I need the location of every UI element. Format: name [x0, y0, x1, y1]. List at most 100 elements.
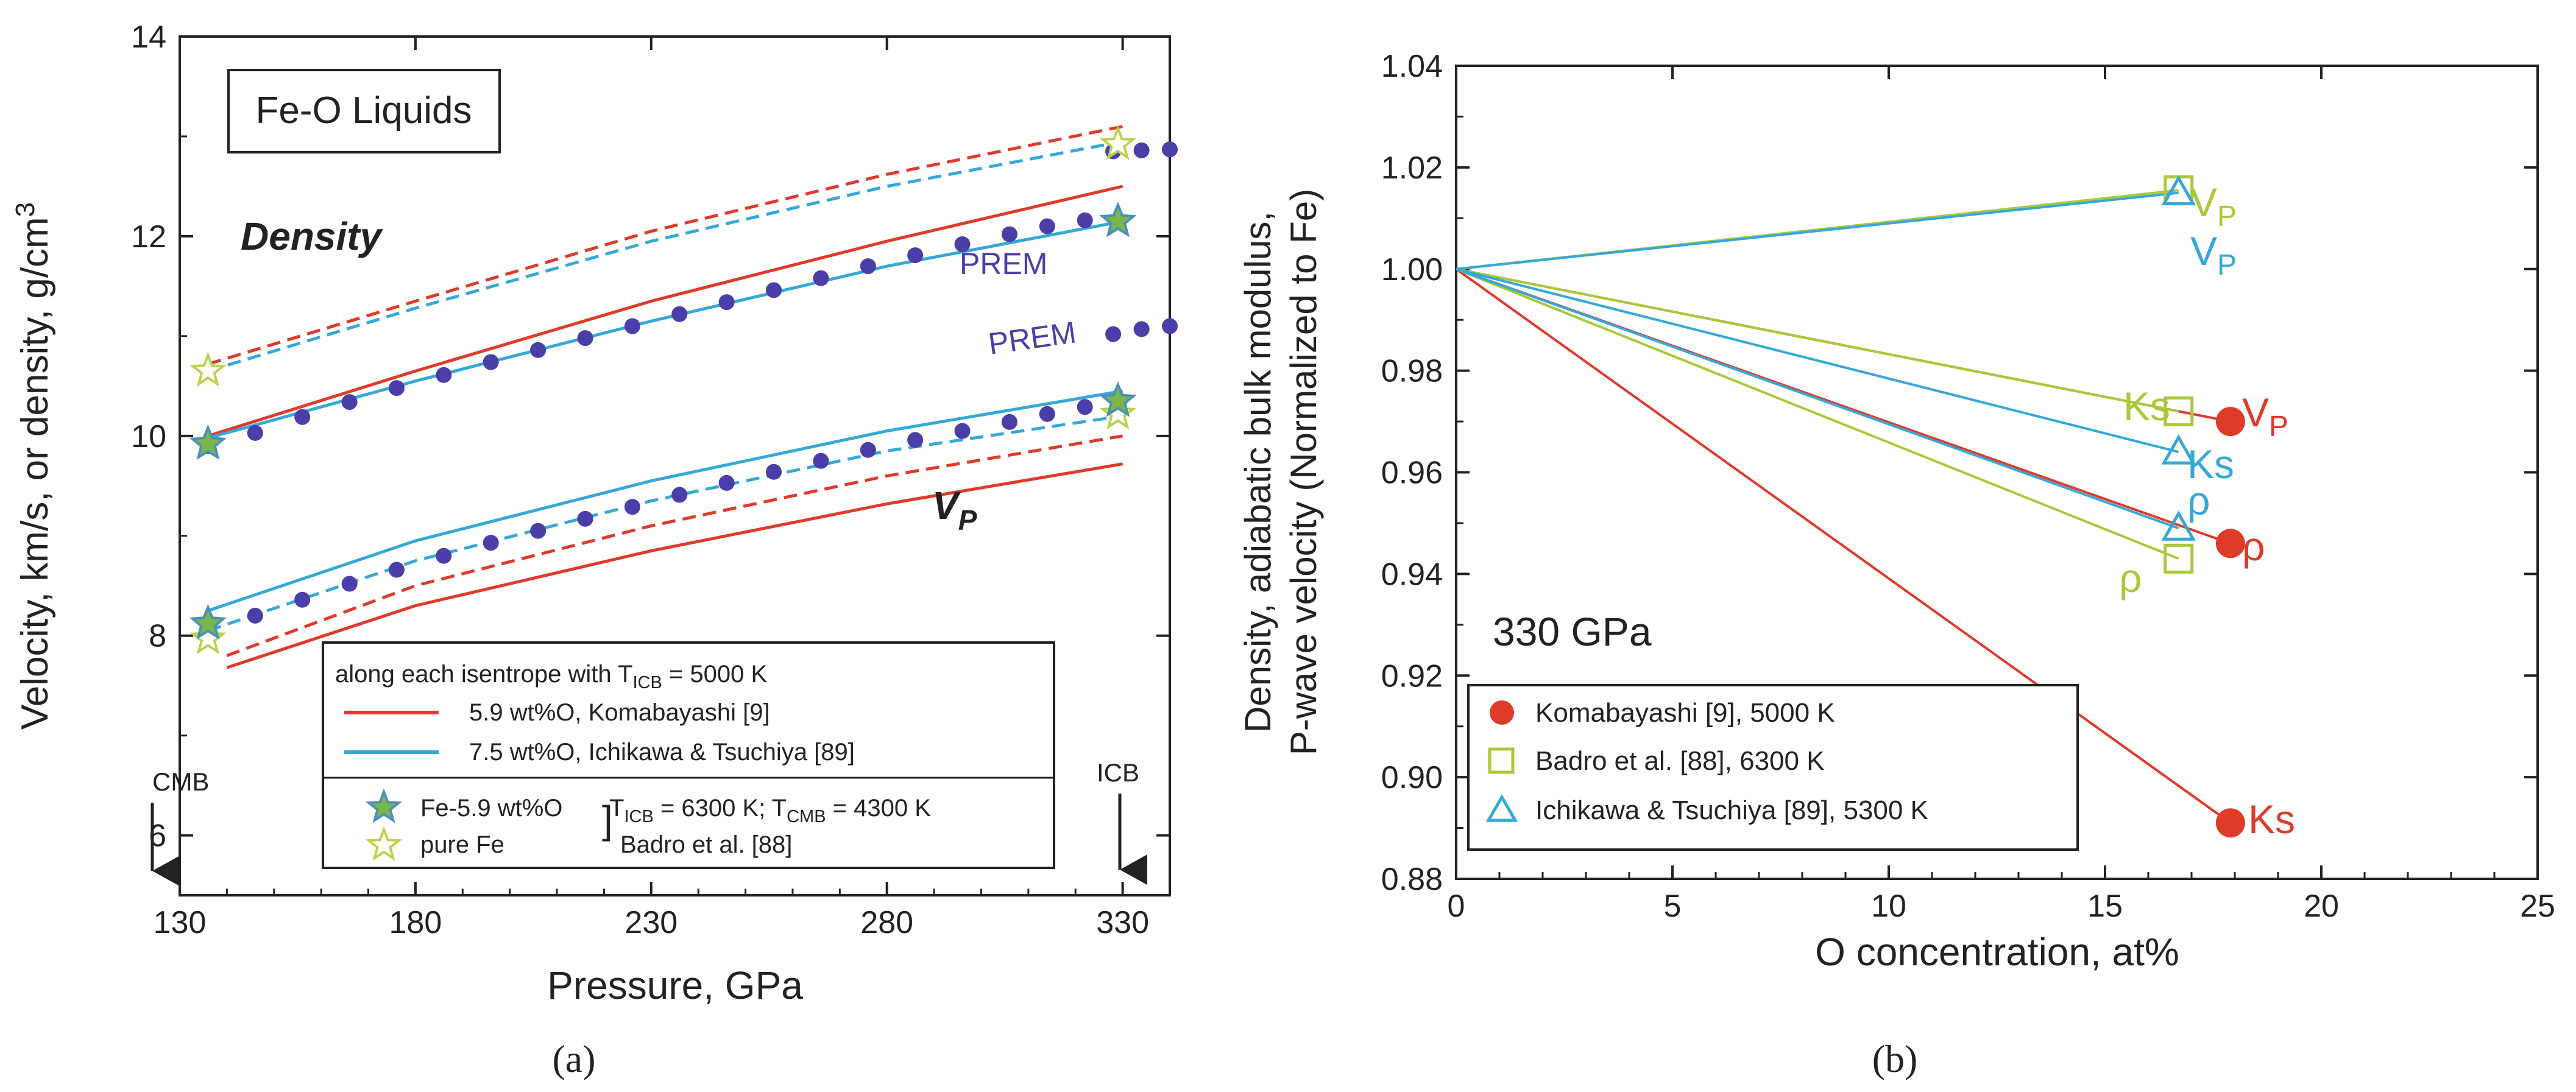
- legend-a-tsub2: CMB: [787, 807, 826, 826]
- prem-vp-dot: [1133, 142, 1150, 158]
- caption-b: (b): [1872, 1037, 1918, 1080]
- prem-density-dot: [954, 236, 971, 252]
- x-tick-label-b-1: 5: [1664, 889, 1682, 924]
- cmb-label: CMB: [152, 767, 209, 796]
- prem-density-dot: [1162, 318, 1178, 334]
- legend-a-ttail: = 4300 K: [826, 795, 932, 822]
- x-tick-label-a-4: 330: [1096, 905, 1149, 940]
- y-tick-label-b-2: 0.92: [1381, 658, 1443, 694]
- koma-vp-label-sub: P: [2269, 410, 2288, 443]
- prem-density-dot: [718, 294, 735, 311]
- y-axis-label-a-sup: 3: [10, 202, 40, 217]
- plot-frame-a: [179, 35, 1171, 896]
- vp-annotation-main: V: [932, 484, 961, 527]
- legend-b-circle-marker: [1490, 700, 1514, 725]
- y-tick-label-b-8: 1.04: [1381, 49, 1443, 84]
- x-axis-label-a: Pressure, GPa: [547, 963, 803, 1007]
- prem-density-dot: [530, 342, 547, 358]
- fe-5.9-star: [1099, 381, 1137, 417]
- pure-fe-star: [1099, 125, 1136, 160]
- legend-a-header-main: along each isentrope with T: [335, 661, 632, 688]
- title-box-text: Fe-O Liquids: [256, 90, 472, 132]
- prem-vp-dot: [483, 535, 499, 551]
- legend-b-label-3: Ichikawa & Tsuchiya [89], 5300 K: [1535, 795, 1928, 825]
- pure-fe-star: [189, 619, 227, 655]
- legend-b-label-1: Komabayashi [9], 5000 K: [1535, 698, 1835, 728]
- prem-density-dot: [436, 367, 452, 383]
- koma-vp-label-main: V: [2242, 390, 2269, 435]
- prem-vp-dot: [813, 453, 829, 469]
- y-tick-label-a-2: 10: [131, 419, 166, 454]
- series-line-a-2: [207, 125, 1123, 366]
- x-tick-label-b-5: 25: [2520, 889, 2555, 924]
- fe-5.9-star: [1099, 202, 1137, 238]
- prem-vp-dot: [341, 576, 358, 592]
- trend-line-b-2-0: [1456, 191, 2179, 270]
- badro-rho-label: ρ: [2119, 555, 2142, 601]
- point-labels-b: VP VP Ks VP Ks ρ ρ ρ Ks: [2119, 180, 2295, 842]
- koma-rho-label: ρ: [2242, 524, 2265, 569]
- prem-density-dot: [577, 330, 593, 347]
- trend-line-b-0-2: [1455, 268, 2232, 824]
- series-line-a-4: [226, 462, 1123, 669]
- series-line-a-3: [207, 139, 1123, 373]
- legend-a-bracket: ]: [602, 798, 613, 842]
- ichi-rho-label: ρ: [2187, 478, 2210, 523]
- prem-label-density: PREM: [960, 247, 1047, 281]
- x-tick-label-b-0: 0: [1448, 889, 1465, 924]
- prem-density-dot: [766, 282, 782, 298]
- icb-label: ICB: [1097, 758, 1139, 787]
- x-tick-label-b-4: 20: [2304, 889, 2339, 924]
- legend-b: Komabayashi [9], 5000 K Badro et al. [88…: [1467, 684, 2079, 851]
- vp-annotation-sub: P: [958, 504, 977, 536]
- prem-vp-dot: [577, 510, 593, 527]
- vp-annotation: VP: [932, 484, 977, 536]
- legend-a-t1: T: [609, 795, 624, 822]
- legend-a-star1-label: Fe-5.9 wt%O: [420, 795, 562, 822]
- fe-5.9-star: [189, 424, 227, 460]
- badro-point-2: [2164, 543, 2194, 574]
- legend-a-tmid: = 6300 K; T: [654, 795, 787, 822]
- y-tick-label-a-1: 8: [149, 619, 166, 654]
- series-line-a-6: [226, 434, 1123, 657]
- prem-vp-dot: [247, 607, 263, 624]
- y-axis-label-a-main: Velocity, km/s, or density, g/cm: [14, 217, 56, 730]
- badro-vp-label-main: V: [2190, 180, 2217, 225]
- prem-density-dot: [341, 394, 358, 410]
- koma-ks-label: Ks: [2248, 797, 2295, 842]
- ichi-vp-label-main: V: [2190, 228, 2217, 273]
- prem-vp-dot: [766, 463, 782, 480]
- legend-a-header: along each isentrope with TICB = 5000 K: [335, 661, 767, 692]
- prem-density-dot: [1105, 326, 1122, 342]
- prem-dots: [200, 141, 1178, 638]
- y-tick-label-b-7: 1.02: [1381, 150, 1443, 186]
- x-tick-label-b-2: 10: [1871, 889, 1906, 924]
- prem-density-dot: [624, 318, 640, 334]
- prem-vp-dot: [1001, 414, 1017, 430]
- badro-ks-label: Ks: [2123, 384, 2170, 429]
- y-tick-label-b-1: 0.90: [1381, 760, 1443, 795]
- legend-a-blue-label: 7.5 wt%O, Ichikawa & Tsuchiya [89]: [469, 739, 855, 766]
- legend-a-star2-label: pure Fe: [420, 831, 504, 858]
- legend-a: along each isentrope with TICB = 5000 K …: [322, 641, 1055, 869]
- komabayashi-point-0: [2215, 407, 2245, 437]
- y-axis-label-a: Velocity, km/s, or density, g/cm3: [10, 202, 56, 730]
- title-box: [227, 69, 501, 153]
- pure-fe-star: [189, 351, 227, 387]
- pressure-label: 330 GPa: [1493, 609, 1652, 654]
- prem-density-dot: [1039, 218, 1055, 234]
- y-tick-label-a-3: 12: [131, 219, 166, 255]
- star-markers: [189, 125, 1137, 655]
- prem-density-dot: [1077, 212, 1093, 228]
- badro-vp-label: VP: [2190, 180, 2237, 233]
- x-tick-label-a-3: 280: [860, 905, 913, 940]
- prem-vp-dot: [1162, 141, 1178, 158]
- koma-vp-label: VP: [2242, 390, 2288, 443]
- x-tick-label-b-3: 15: [2087, 889, 2123, 924]
- density-annotation: Density: [241, 214, 384, 258]
- ichi-ks-label: Ks: [2187, 442, 2234, 487]
- prem-density-dot: [483, 354, 499, 370]
- y-tick-label-a-4: 14: [131, 19, 166, 55]
